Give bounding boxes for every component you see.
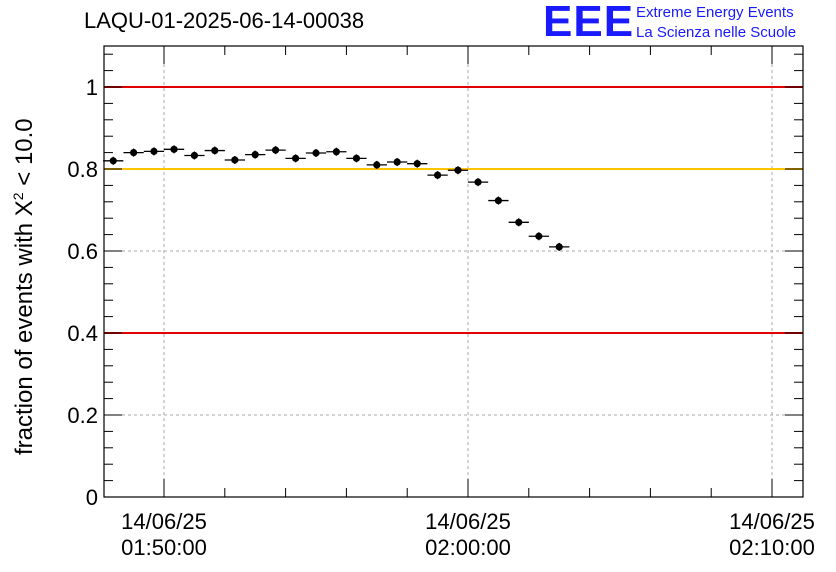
eee-logo-letters: EEE xyxy=(543,0,635,46)
data-point xyxy=(231,156,239,164)
x-tick-time: 01:50:00 xyxy=(121,535,207,560)
data-point xyxy=(352,154,361,162)
data-point xyxy=(292,154,300,162)
data-point xyxy=(494,196,502,205)
y-tick-label: 0.2 xyxy=(67,403,98,428)
data-point xyxy=(474,178,482,186)
x-tick-label: 14/06/25 01:50:00 xyxy=(104,509,224,561)
data-point xyxy=(190,151,198,160)
x-tick-time: 02:10:00 xyxy=(729,535,815,560)
x-tick-label: 14/06/25 02:10:00 xyxy=(712,509,832,561)
data-point xyxy=(434,171,442,179)
logo-text-line2: La Scienza nelle Scuole xyxy=(636,24,797,41)
logo-text-line1: Extreme Energy Events xyxy=(636,4,794,21)
eee-logo: EEE Extreme Energy Events La Scienza nel… xyxy=(543,0,833,46)
data-point xyxy=(332,148,340,156)
x-tick-label: 14/06/25 02:00:00 xyxy=(408,509,528,561)
data-point xyxy=(393,158,401,166)
data-point xyxy=(535,232,543,240)
data-point xyxy=(271,146,280,154)
x-tick-date: 14/06/25 xyxy=(121,509,207,534)
data-point xyxy=(170,145,178,153)
y-tick-label: 0.8 xyxy=(67,157,98,182)
chart-title: LAQU-01-2025-06-14-00038 xyxy=(84,8,365,33)
data-point xyxy=(312,149,320,157)
data-point xyxy=(555,243,563,251)
x-tick-date: 14/06/25 xyxy=(425,509,511,534)
data-point xyxy=(251,151,259,159)
data-point xyxy=(515,218,523,226)
y-tick-label: 0 xyxy=(86,485,98,510)
data-point xyxy=(454,166,462,174)
x-tick-time: 02:00:00 xyxy=(425,535,511,560)
y-tick-label: 0.4 xyxy=(67,321,98,346)
y-tick-label: 1 xyxy=(86,75,98,100)
data-point xyxy=(150,147,158,155)
data-point xyxy=(413,160,421,168)
x-tick-date: 14/06/25 xyxy=(729,509,815,534)
plot-frame xyxy=(103,45,804,498)
data-point xyxy=(211,146,219,155)
data-point xyxy=(373,161,381,169)
data-point xyxy=(109,157,117,165)
data-point xyxy=(130,149,138,157)
y-tick-label: 0.6 xyxy=(67,239,98,264)
